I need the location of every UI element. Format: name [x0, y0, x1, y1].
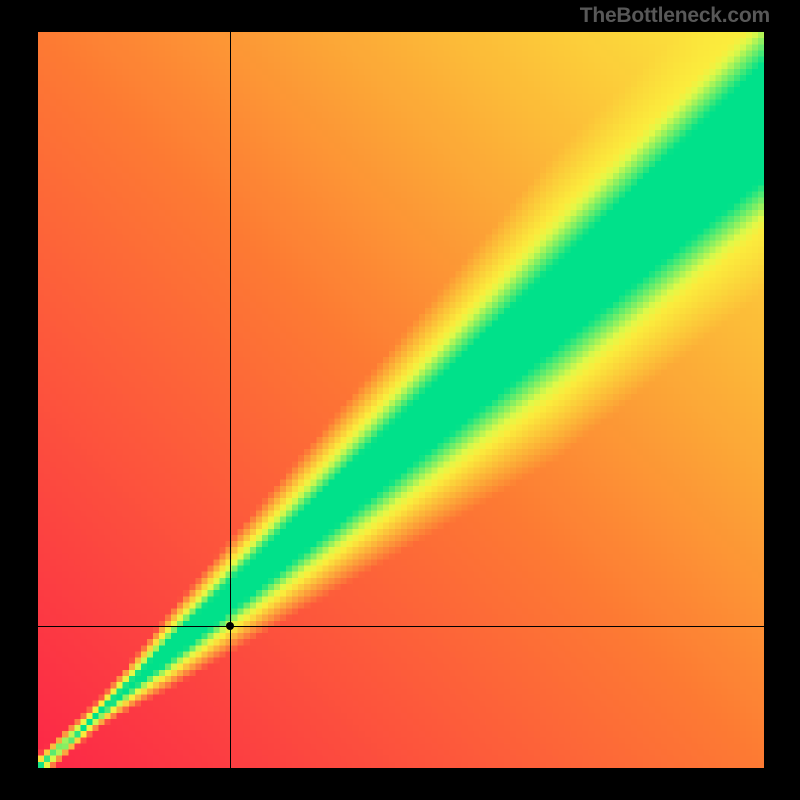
- watermark-text: TheBottleneck.com: [580, 4, 770, 28]
- plot-area: [38, 32, 764, 768]
- chart-frame: { "watermark": { "text": "TheBottleneck.…: [0, 0, 800, 800]
- crosshair-horizontal: [38, 626, 764, 627]
- crosshair-vertical: [230, 32, 231, 768]
- heatmap-canvas: [38, 32, 764, 768]
- crosshair-marker[interactable]: [226, 622, 234, 630]
